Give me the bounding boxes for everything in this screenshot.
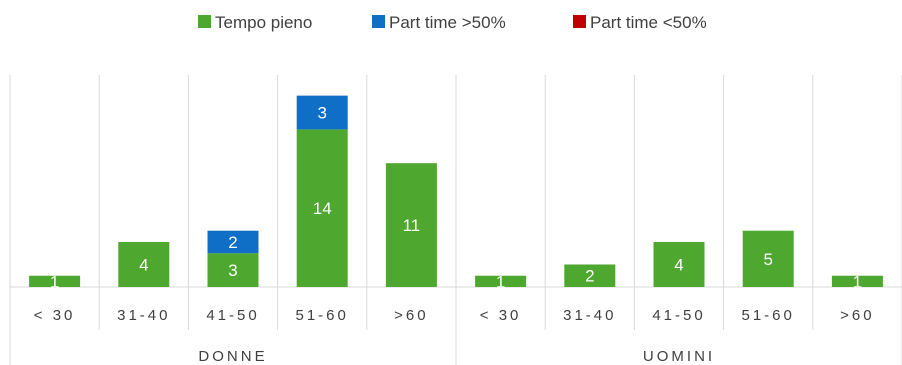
bar-segment: [564, 264, 616, 287]
bar-segment: [296, 95, 348, 130]
data-label: 1: [496, 272, 505, 291]
data-label: 4: [139, 255, 148, 274]
bar-segment: [653, 241, 705, 287]
legend-label-tempo-pieno: Tempo pieno: [215, 13, 312, 32]
legend-swatch-tempo-pieno: [198, 15, 211, 28]
bar-segment: [296, 129, 348, 287]
data-label: 14: [313, 199, 332, 218]
data-label: 1: [853, 272, 862, 291]
data-label: 5: [763, 250, 772, 269]
bar-segment: [207, 253, 259, 287]
legend-label-part-time-50: Part time <50%: [590, 13, 707, 32]
data-label: 2: [585, 267, 594, 286]
data-label: 2: [228, 233, 237, 252]
bar-segment: [118, 241, 170, 287]
data-label: 3: [228, 261, 237, 280]
group-label-donne: DONNE: [198, 348, 267, 365]
data-label: 3: [317, 104, 326, 123]
category-tick-label: 31-40: [563, 307, 616, 324]
legend-swatch-part-time-50: [372, 15, 385, 28]
category-tick-label: < 30: [480, 307, 522, 324]
data-label: 11: [403, 216, 421, 235]
x-axis: < 30 31-40 41-50 51-60 >60 DONNE < 30 31-40 41-5…: [34, 307, 874, 365]
bar-segment: [475, 275, 527, 287]
bar-segment: [29, 275, 81, 287]
bar-segment: [831, 275, 883, 287]
category-tick-label: < 30: [34, 307, 76, 324]
legend: Tempo pieno Part time >50% Part time <50%: [198, 13, 707, 32]
data-label: 1: [50, 272, 59, 291]
category-tick-label: >60: [394, 307, 428, 324]
category-tick-label: >60: [840, 307, 874, 324]
category-tick-label: 51-60: [296, 307, 349, 324]
legend-swatch-part-time-50: [573, 15, 586, 28]
category-tick-label: 41-50: [652, 307, 705, 324]
bars: [29, 95, 883, 287]
bar-segment: [385, 163, 437, 287]
data-label: 4: [674, 255, 683, 274]
group-label-uomini: UOMINI: [643, 348, 715, 365]
bar-segment: [207, 230, 259, 254]
category-tick-label: 41-50: [206, 307, 259, 324]
category-tick-label: 31-40: [117, 307, 170, 324]
bar-segment: [742, 230, 794, 287]
category-tick-label: 51-60: [742, 307, 795, 324]
legend-label-part-time-50: Part time >50%: [389, 13, 506, 32]
